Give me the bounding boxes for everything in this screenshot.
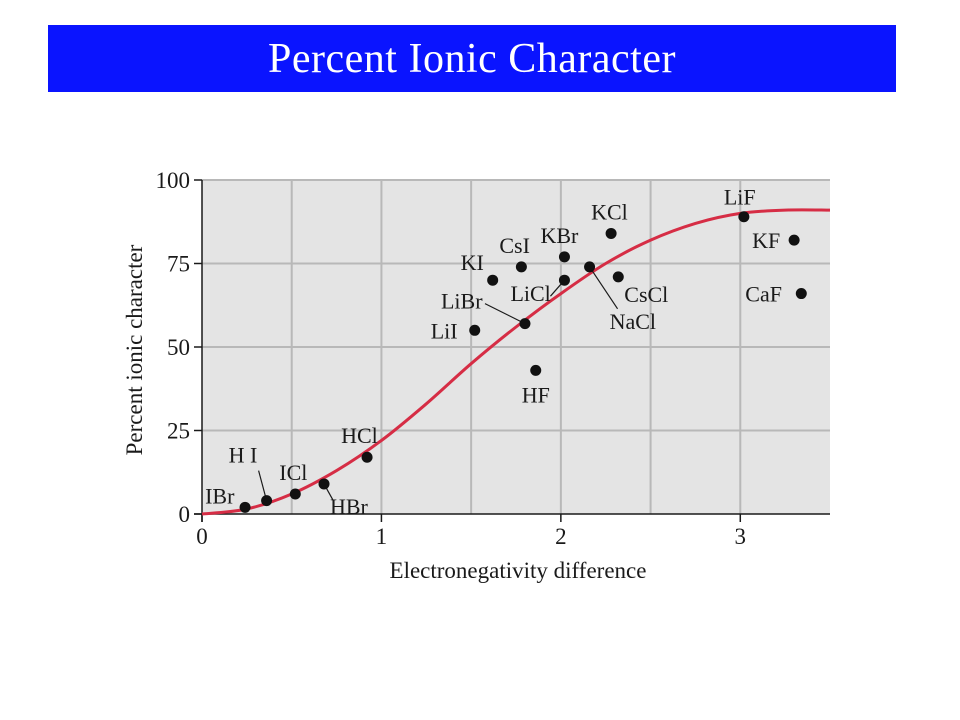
point-label: LiF [724,185,756,210]
y-tick-label: 75 [167,252,190,277]
point-label: CaF [745,282,782,307]
point-label: LiI [431,318,458,343]
y-tick-label: 0 [179,502,191,527]
x-axis-label: Electronegativity difference [390,558,647,583]
y-axis-label: Percent ionic character [122,244,147,455]
page-title: Percent Ionic Character [268,35,676,82]
x-tick-label: 0 [196,524,208,549]
point-label: CsI [499,233,530,258]
point-label: KF [752,228,780,253]
point-label: HBr [330,494,369,519]
point-label: KI [461,250,484,275]
data-point [519,318,531,330]
x-tick-label: 2 [555,524,567,549]
x-tick-label: 1 [376,524,388,549]
point-label: NaCl [610,309,656,334]
point-label: IBr [205,483,235,508]
data-point [361,451,373,463]
data-point [605,227,617,239]
y-tick-label: 100 [156,168,191,193]
data-point [469,324,481,336]
x-tick-label: 3 [735,524,747,549]
tick-labels: 0 25 50 75 100 0 1 2 3 [156,168,747,549]
leader-line [589,266,619,310]
data-points [239,211,807,513]
point-label: HCl [341,423,378,448]
data-point [795,288,807,300]
point-label: ICl [279,460,307,485]
point-label: HF [522,382,550,407]
ionic-character-curve [201,208,831,516]
data-point [530,364,542,376]
point-label: LiCl [510,281,550,306]
point-labels: IBr H I ICl HBr HCl LiI KI LiBr CsI HF KBr LiCl NaCl… [205,185,782,519]
data-point [584,261,596,273]
y-tick-label: 25 [167,419,190,444]
data-point [261,495,273,507]
data-point [318,478,330,490]
data-point [612,271,624,283]
point-label: LiBr [441,289,483,314]
title-bar: Percent Ionic Character [48,25,896,92]
data-point [515,261,527,273]
data-point [487,274,499,286]
data-point [289,488,301,500]
point-label: CsCl [624,282,668,307]
y-tick-label: 50 [167,335,190,360]
point-label: H I [229,443,258,468]
data-point [558,251,570,263]
data-point [788,234,800,246]
point-label: KBr [540,223,579,248]
data-point [239,501,251,513]
axes [194,179,830,522]
grid-lines [202,179,830,514]
point-label: KCl [591,199,628,224]
data-point [558,274,570,286]
leader-line [484,303,526,325]
data-point [738,211,750,223]
